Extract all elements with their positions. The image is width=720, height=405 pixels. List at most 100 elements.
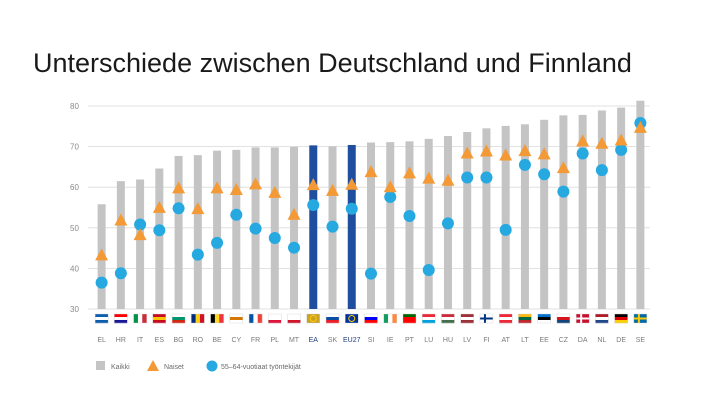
- flag-stripe: [422, 314, 436, 318]
- legend-label-kaikki: Kaikki: [111, 364, 130, 371]
- y-tick-label: 40: [70, 264, 79, 273]
- flag-PL: [268, 313, 282, 324]
- flag-border: [402, 313, 417, 324]
- flag-stripe: [326, 314, 340, 318]
- triangle-marker-FI: [479, 144, 493, 157]
- flag-field: [306, 314, 320, 323]
- circle-marker-ES: [153, 224, 166, 237]
- triangle-marker-LT: [518, 144, 532, 157]
- y-tick-label: 30: [70, 305, 79, 314]
- flag-stripe: [614, 320, 628, 324]
- flag-DE: [614, 313, 628, 324]
- flag-stripe: [402, 317, 416, 321]
- circle-marker-IT: [134, 218, 147, 231]
- flag-stripe: [383, 314, 389, 323]
- x-tick-label: EU27: [343, 337, 361, 344]
- circle-marker-FR: [249, 222, 262, 235]
- flag-stripe: [114, 317, 128, 321]
- bar-LT: [520, 124, 529, 310]
- flag-stripe: [595, 320, 609, 324]
- triangle-marker-EU27: [345, 177, 359, 190]
- flag-stripe: [253, 314, 258, 323]
- flag-border: [345, 313, 359, 324]
- triangle-marker-AT: [499, 148, 513, 161]
- flag-stripe: [518, 314, 532, 318]
- flag-stripe: [249, 314, 254, 323]
- flag-BG: [171, 313, 186, 324]
- flag-stripe: [518, 317, 532, 321]
- flag-cross-h: [633, 317, 647, 320]
- circle-marker-IE: [384, 190, 397, 203]
- flag-border: [614, 313, 628, 324]
- flag-stripe: [152, 320, 166, 324]
- flag-ES: [152, 313, 167, 324]
- bar-ES: [155, 168, 164, 309]
- triangle-marker-CZ: [556, 161, 570, 174]
- flag-border: [479, 313, 494, 324]
- flag-border: [171, 313, 186, 324]
- flag-stripe: [460, 317, 474, 321]
- flag-cross-v: [637, 314, 640, 323]
- triangle-marker-LU: [422, 171, 436, 184]
- circle-marker-PL: [268, 231, 281, 244]
- flag-stripe: [287, 314, 301, 318]
- flag-border: [556, 313, 571, 324]
- flag-field: [345, 314, 359, 323]
- flag-stripe: [388, 314, 393, 323]
- triangle-marker-DE: [614, 133, 628, 146]
- x-tick-label: DE: [616, 337, 626, 344]
- x-tick-label: SE: [636, 337, 646, 344]
- x-tick-label: EA: [309, 337, 319, 344]
- flag-stripe: [422, 320, 436, 324]
- circle-marker-RO: [191, 248, 204, 261]
- flag-stripe: [499, 314, 513, 318]
- flag-stripe: [229, 317, 243, 321]
- triangle-marker-MT: [287, 207, 301, 220]
- x-tick-label: LT: [521, 337, 529, 344]
- flag-border: [498, 313, 513, 324]
- bar-SE: [636, 100, 645, 309]
- x-tick-label: DA: [578, 337, 588, 344]
- triangle-marker-SE: [633, 120, 647, 133]
- flag-stripe: [595, 317, 609, 321]
- x-tick-label: CZ: [559, 337, 569, 344]
- flag-border: [306, 313, 320, 324]
- bar-EE: [540, 119, 549, 309]
- flag-CZ: [556, 313, 571, 324]
- x-tick-label: BG: [174, 337, 184, 344]
- flag-PT: [402, 313, 417, 324]
- circle-marker-AT: [499, 223, 512, 236]
- flag-stripe: [142, 314, 147, 323]
- flag-border: [210, 313, 224, 324]
- triangle-marker-BG: [172, 181, 186, 194]
- flag-HR: [114, 313, 128, 324]
- circle-marker-EL: [95, 276, 108, 289]
- x-tick-label: FI: [483, 337, 489, 344]
- circle-marker-DA: [576, 147, 589, 160]
- bar-NL: [597, 110, 606, 309]
- flag-stripe: [537, 317, 551, 321]
- flag-stripe: [518, 320, 532, 324]
- y-tick-label: 60: [70, 183, 79, 192]
- flag-CY: [229, 313, 244, 324]
- flag-cross-h: [576, 317, 590, 320]
- bar-series: [97, 100, 645, 310]
- bar-DA: [578, 114, 587, 309]
- circle-marker-PT: [403, 210, 416, 223]
- flag-border: [518, 313, 532, 324]
- flag-EA: [306, 313, 320, 324]
- flag-LT: [518, 313, 532, 324]
- bar-DE: [617, 107, 626, 310]
- flag-stripe: [287, 317, 301, 321]
- flag-LV: [460, 313, 474, 324]
- flag-stripe: [326, 320, 340, 324]
- flag-stripe: [214, 314, 220, 323]
- flag-border: [633, 313, 648, 324]
- bar-CY: [232, 149, 241, 309]
- triangle-marker-HU: [441, 173, 455, 186]
- flag-border: [364, 313, 378, 324]
- flag-HU: [441, 313, 455, 324]
- flag-stripe: [191, 314, 196, 323]
- flag-border: [248, 313, 263, 324]
- y-tick-label: 80: [70, 102, 79, 111]
